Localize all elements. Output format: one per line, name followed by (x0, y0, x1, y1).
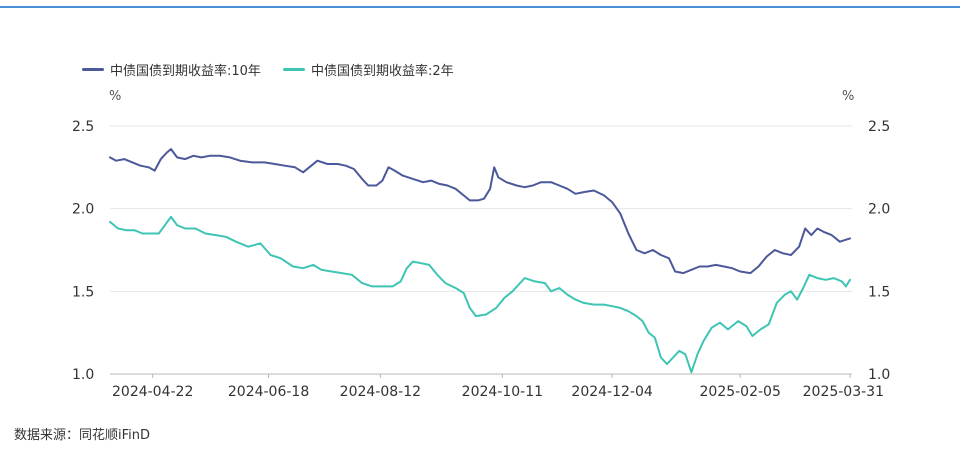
y-tick-label-left: 1.0 (72, 367, 94, 383)
y-tick-label-left: 1.5 (72, 284, 94, 300)
x-tick-label: 2024-04-22 (112, 384, 193, 400)
line-chart: 1.0 1.0 1.5 1.5 2.0 2.0 2.5 2.5 2024-04-22 2024-0… (72, 89, 890, 400)
x-tick-label: 2024-10-11 (462, 384, 543, 400)
x-tick-label: 2024-08-12 (340, 384, 421, 400)
x-tick-label: 2024-06-18 (228, 384, 309, 400)
x-tick-label: 2025-02-05 (700, 384, 781, 400)
chart-legend: 中债国债到期收益率:10年 中债国债到期收益率:2年 (82, 60, 454, 79)
grid (110, 125, 852, 375)
legend-label-10y: 中债国债到期收益率:10年 (110, 64, 261, 79)
y-tick-label-left: 2.5 (72, 119, 94, 135)
legend-label-2y: 中债国债到期收益率:2年 (310, 64, 454, 79)
y-tick-label-right: 2.0 (868, 202, 890, 218)
top-rule (0, 6, 960, 8)
legend-item-2y: 中债国债到期收益率:2年 (282, 60, 454, 79)
y-tick-label-right: 2.5 (868, 119, 890, 135)
x-tick-label: 2024-12-04 (571, 384, 652, 400)
legend-swatch-2y (282, 68, 305, 71)
y-tick-label-left: 2.0 (72, 202, 94, 218)
y-unit-right: % (842, 89, 854, 104)
x-tick-label: 2025-03-31 (803, 384, 884, 400)
y-tick-label-right: 1.0 (868, 367, 890, 383)
series-line-10y (109, 148, 851, 275)
legend-swatch-10y (82, 68, 104, 71)
y-tick-label-right: 1.5 (868, 284, 890, 300)
source-note: 数据来源：同花顺iFinD (14, 428, 151, 443)
y-unit-left: % (109, 89, 121, 104)
series-lines (109, 148, 851, 374)
series-line-2y (109, 215, 851, 374)
legend-item-10y: 中债国债到期收益率:10年 (82, 60, 261, 79)
axis-ticks: 1.0 1.0 1.5 1.5 2.0 2.0 2.5 2.5 2024-04-22 2024-0… (72, 119, 890, 400)
